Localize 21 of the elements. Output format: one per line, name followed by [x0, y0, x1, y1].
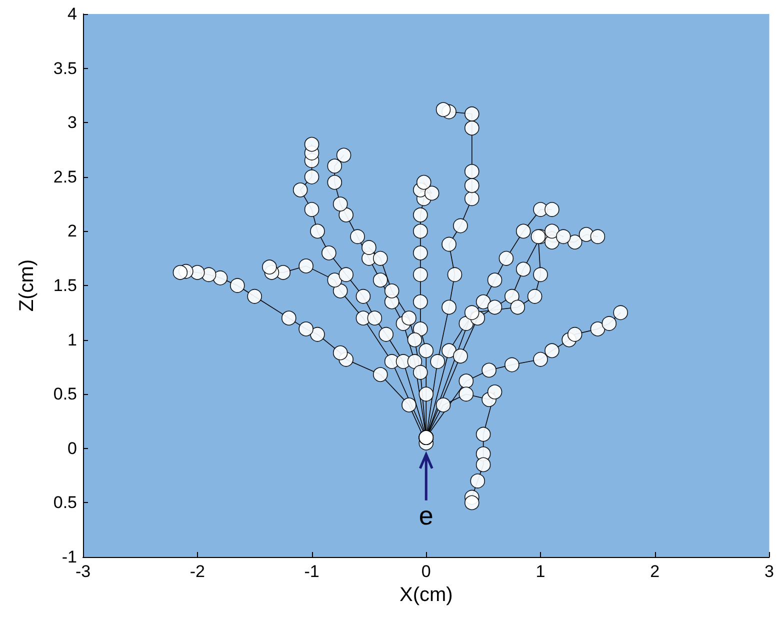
x-tick-label: -2: [190, 562, 205, 581]
x-tick-label: -3: [75, 562, 91, 581]
y-tick-label: 3: [68, 113, 77, 132]
y-tick-label: 1: [68, 330, 77, 350]
x-tick-label: 3: [764, 562, 774, 581]
y-tick-label: -1: [62, 548, 77, 566]
x-axis-title: X(cm): [399, 584, 453, 606]
x-tick-label: 2: [650, 562, 660, 581]
x-tick-label: 0: [421, 562, 431, 581]
y-tick-label: 0.5: [53, 384, 77, 404]
annotation: e: [418, 500, 434, 530]
y-tick-label: 0.5: [53, 493, 77, 512]
y-tick-label: 2.5: [53, 167, 77, 186]
y-tick-label: 0: [68, 438, 77, 458]
y-tick-label: 1.5: [53, 276, 77, 295]
y-tick-label: 3.5: [53, 58, 77, 78]
y-axis-title: Z(cm): [16, 259, 38, 312]
x-tick-label: -1: [304, 562, 320, 581]
y-tick-label: 2: [68, 222, 77, 241]
y-tick-label: 4: [68, 4, 77, 24]
x-tick-label: 1: [536, 562, 546, 581]
